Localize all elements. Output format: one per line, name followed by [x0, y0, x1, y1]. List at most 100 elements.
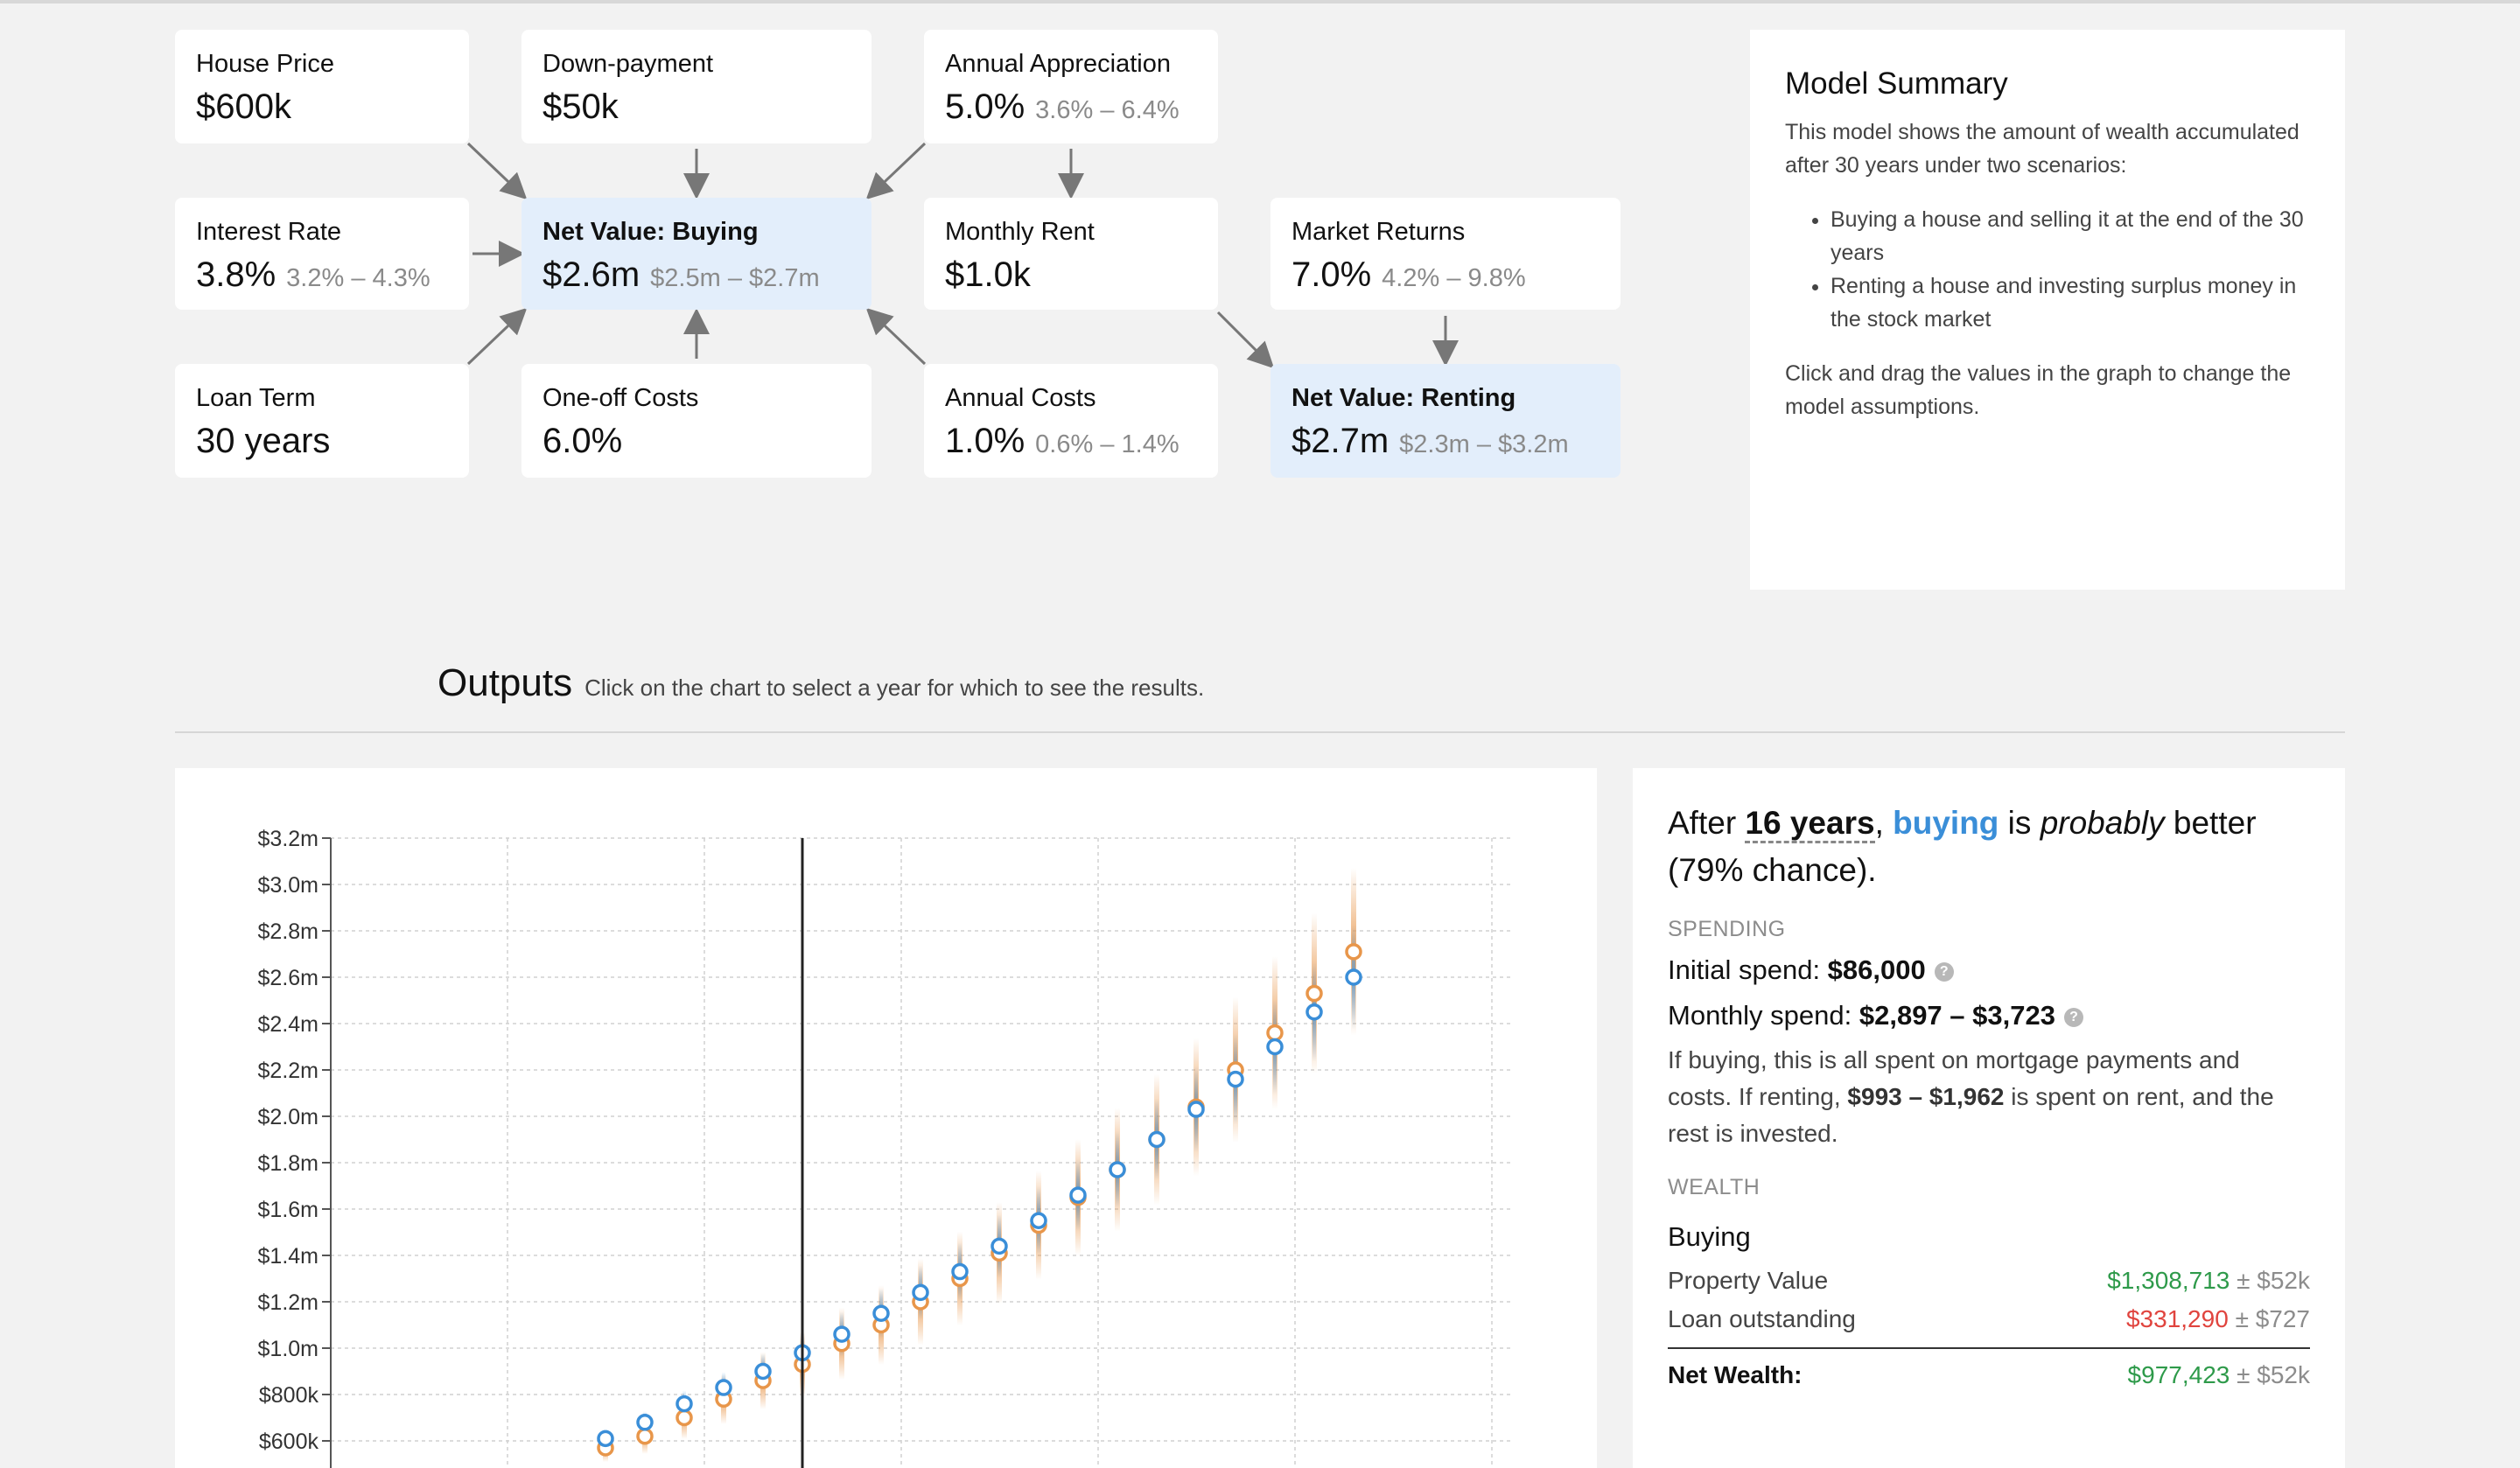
- wealth-chart[interactable]: $3.2m $3.0m $2.8m $2.6m $2.4m $2.2m $2.0m $1.8m…: [175, 768, 1597, 1468]
- monthly-spend: Monthly spend: $2,897 – $3,723?: [1668, 993, 2310, 1038]
- summary-intro: This model shows the amount of wealth ac…: [1785, 120, 2300, 178]
- buying-point: [1109, 1161, 1126, 1178]
- renting-point: [636, 1427, 654, 1445]
- node-label: Annual Costs: [945, 384, 1096, 412]
- y-tick-label: $1.8m: [258, 1151, 318, 1176]
- node-value[interactable]: 6.0%: [542, 422, 623, 460]
- node-down-payment[interactable]: Down-payment $50k: [522, 30, 872, 143]
- node-value[interactable]: $50k: [542, 87, 619, 126]
- buying-point: [951, 1262, 969, 1281]
- loan-outstanding-row: Loan outstanding $331,290 ± $727: [1668, 1305, 2310, 1332]
- node-value[interactable]: 1.0%: [945, 422, 1026, 460]
- summary-outro: Click and drag the values in the graph t…: [1785, 361, 2292, 419]
- node-range: $2.5m – $2.7m: [650, 264, 820, 292]
- y-tick-label: $2.2m: [258, 1059, 318, 1083]
- buying-point: [912, 1283, 929, 1302]
- node-value: $2.6m: [542, 255, 640, 294]
- outputs-header: Outputs Click on the chart to select a ye…: [438, 661, 1204, 705]
- node-net-value-buying: Net Value: Buying $2.6m $2.5m – $2.7m: [522, 198, 872, 310]
- buying-point: [1306, 1003, 1323, 1021]
- summary-bullet: Renting a house and investing surplus mo…: [1830, 269, 2310, 336]
- node-market-returns[interactable]: Market Returns 7.0% 4.2% – 9.8%: [1270, 198, 1620, 310]
- buying-point: [676, 1395, 693, 1413]
- node-label: Net Value: Renting: [1292, 384, 1516, 412]
- buying-point: [754, 1362, 772, 1381]
- results-panel: After 16 years, buying is probably bette…: [1633, 768, 2345, 1468]
- node-value[interactable]: 3.8%: [196, 255, 276, 294]
- node-range: 4.2% – 9.8%: [1382, 264, 1526, 292]
- buying-point: [1030, 1212, 1047, 1229]
- buying-point: [715, 1379, 732, 1396]
- renting-point: [1306, 984, 1323, 1003]
- property-value-row: Property Value $1,308,713 ± $52k: [1668, 1267, 2310, 1294]
- node-label: Net Value: Buying: [542, 218, 759, 246]
- winning-scenario: buying: [1893, 805, 1999, 841]
- node-label: One-off Costs: [542, 384, 699, 412]
- help-icon[interactable]: ?: [1934, 961, 1954, 982]
- y-tick-label: $3.0m: [258, 873, 318, 898]
- node-value[interactable]: $1.0k: [945, 255, 1031, 294]
- divider: [175, 731, 2345, 733]
- y-tick-label: $2.4m: [258, 1012, 318, 1037]
- node-label: Interest Rate: [196, 218, 342, 246]
- node-interest-rate[interactable]: Interest Rate 3.8% 3.2% – 4.3%: [175, 198, 469, 310]
- spending-section-label: SPENDING: [1668, 917, 1786, 941]
- y-tick-label: $2.8m: [258, 919, 318, 944]
- node-value[interactable]: 30 years: [196, 422, 331, 460]
- node-net-value-renting: Net Value: Renting $2.7m $2.3m – $3.2m: [1270, 364, 1620, 478]
- summary-list: Buying a house and selling it at the end…: [1785, 203, 2310, 336]
- node-label: Loan Term: [196, 384, 316, 412]
- wealth-section-label: WEALTH: [1668, 1175, 1760, 1199]
- buying-point: [990, 1237, 1008, 1255]
- y-tick-label: $1.6m: [258, 1198, 318, 1222]
- buying-point: [872, 1304, 890, 1322]
- net-wealth-row: Net Wealth: $977,423 ± $52k: [1668, 1347, 2310, 1395]
- node-value: $2.7m: [1292, 422, 1390, 460]
- node-label: House Price: [196, 50, 334, 78]
- y-tick-label: $800k: [259, 1383, 319, 1408]
- node-monthly-rent[interactable]: Monthly Rent $1.0k: [924, 198, 1218, 310]
- renting-point: [1345, 943, 1362, 961]
- node-range: 3.6% – 6.4%: [1035, 96, 1180, 124]
- node-label: Down-payment: [542, 50, 714, 78]
- node-range: 0.6% – 1.4%: [1035, 430, 1180, 458]
- y-tick-label: $2.0m: [258, 1105, 318, 1129]
- node-loan-term[interactable]: Loan Term 30 years: [175, 364, 469, 478]
- initial-spend: Initial spend: $86,000?: [1668, 947, 2310, 993]
- renting-point: [1266, 1024, 1284, 1042]
- y-tick-label: $600k: [259, 1430, 319, 1454]
- node-house-price[interactable]: House Price $600k: [175, 30, 469, 143]
- node-label: Market Returns: [1292, 218, 1466, 246]
- outputs-title: Outputs: [438, 661, 573, 704]
- graph-arrows: [466, 142, 1459, 369]
- wealth-chart-svg[interactable]: $3.2m $3.0m $2.8m $2.6m $2.4m $2.2m $2.0m $1.8m…: [175, 768, 1597, 1468]
- selected-years[interactable]: 16 years: [1745, 805, 1875, 843]
- node-value[interactable]: 5.0%: [945, 87, 1026, 126]
- node-label: Monthly Rent: [945, 218, 1095, 246]
- y-tick-label: $1.4m: [258, 1244, 318, 1269]
- summary-title: Model Summary: [1785, 66, 2008, 101]
- buying-point: [636, 1414, 654, 1431]
- buying-point: [1227, 1070, 1244, 1088]
- results-headline: After 16 years, buying is probably bette…: [1668, 805, 2257, 888]
- renting-point: [676, 1409, 693, 1427]
- node-value[interactable]: $600k: [196, 87, 291, 126]
- buying-point: [1148, 1130, 1166, 1149]
- node-oneoff-costs[interactable]: One-off Costs 6.0%: [522, 364, 872, 478]
- buying-point: [1069, 1186, 1087, 1204]
- node-annual-costs[interactable]: Annual Costs 1.0% 0.6% – 1.4%: [924, 364, 1218, 478]
- node-value[interactable]: 7.0%: [1292, 255, 1372, 294]
- node-label: Annual Appreciation: [945, 50, 1171, 78]
- y-tick-label: $1.2m: [258, 1290, 318, 1315]
- buying-point: [597, 1430, 614, 1448]
- buying-point: [1345, 968, 1362, 986]
- model-summary-panel: Model Summary This model shows the amoun…: [1750, 30, 2345, 590]
- node-annual-appreciation[interactable]: Annual Appreciation 5.0% 3.6% – 6.4%: [924, 30, 1218, 143]
- buying-point: [1266, 1038, 1284, 1056]
- y-tick-label: $3.2m: [258, 827, 318, 851]
- node-range: 3.2% – 4.3%: [286, 264, 430, 292]
- node-range: $2.3m – $3.2m: [1399, 430, 1569, 458]
- buying-subheading: Buying: [1668, 1221, 1751, 1252]
- help-icon[interactable]: ?: [2063, 1007, 2083, 1027]
- summary-bullet: Buying a house and selling it at the end…: [1830, 203, 2310, 269]
